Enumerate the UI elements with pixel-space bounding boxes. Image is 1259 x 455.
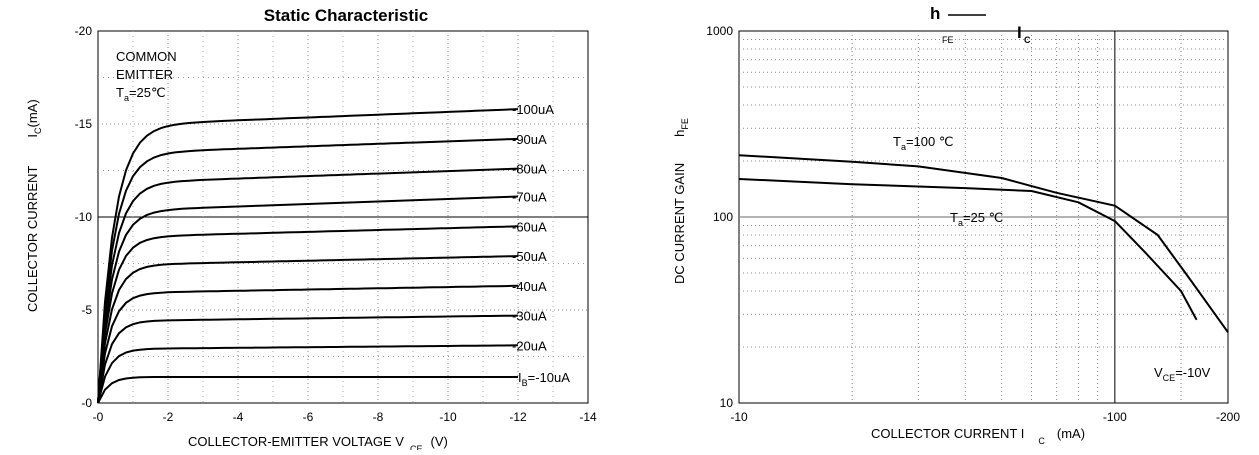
curve-label: -30uA	[512, 309, 547, 324]
annotation-line-1: COMMON	[116, 49, 177, 64]
ic-curve-100ua	[97, 108, 519, 404]
right-y-tick: 100	[713, 210, 733, 224]
static-characteristic-chart: Static Characteristic -0 -2 -4 -6 -8 -10 -12 -1…	[25, 6, 597, 454]
left-y-tick: -15	[75, 117, 93, 131]
right-x-axis-label: COLLECTOR CURRENT I C (mA)	[871, 426, 1085, 446]
curve-label: -80uA	[512, 162, 547, 177]
curve-label: -60uA	[512, 219, 547, 234]
curve-label: -100uA	[512, 102, 554, 117]
left-x-tick: -10	[439, 410, 457, 424]
left-grid	[98, 31, 588, 403]
ic-curve-20ua	[97, 344, 519, 404]
left-y-tick: -10	[75, 210, 93, 224]
curve-label: -50uA	[512, 249, 547, 264]
curve-label: -20uA	[512, 338, 547, 353]
left-chart-title: Static Characteristic	[264, 6, 428, 25]
ic-curve-70ua	[97, 195, 519, 404]
left-x-tick: -2	[163, 410, 174, 424]
right-x-tick: -100	[1103, 410, 1127, 424]
right-x-tick: -10	[730, 410, 748, 424]
right-title-hfe: h	[930, 4, 940, 23]
right-curves	[738, 154, 1229, 333]
label-ta-25: Ta=25 ℃	[950, 210, 1003, 228]
left-y-axis-label: COLLECTOR CURRENTIC(mA)	[25, 99, 43, 312]
curve-label: -90uA	[512, 132, 547, 147]
left-x-tick: -8	[373, 410, 384, 424]
left-x-tick: -6	[303, 410, 314, 424]
curve-label: -40uA	[512, 279, 547, 294]
left-y-tick: -0	[81, 396, 92, 410]
vce-condition: VCE=-10V	[1154, 365, 1211, 383]
right-y-tick: 10	[720, 396, 734, 410]
annotation-line-2: EMITTER	[116, 67, 173, 82]
right-ticks: -10 -100 -200 10 100 1000	[706, 24, 1240, 424]
curve-label: IB=-10uA	[518, 370, 570, 388]
right-x-tick: -200	[1216, 410, 1240, 424]
hfe-curve-ta-25c	[738, 178, 1198, 321]
left-x-axis-label: COLLECTOR-EMITTER VOLTAGE V CE (V)	[188, 434, 448, 450]
left-x-tick: -0	[93, 410, 104, 424]
annotation-temperature: Ta=25℃	[116, 85, 166, 103]
ic-curve-30ua	[97, 314, 519, 404]
right-grid	[739, 31, 1228, 403]
ic-curve-50ua	[97, 255, 519, 404]
label-ta-100: Ta=100 ℃	[893, 134, 953, 152]
left-x-tick: -4	[233, 410, 244, 424]
hfe-curve-ta-100c	[738, 154, 1229, 333]
left-x-tick: -12	[509, 410, 527, 424]
right-y-axis-label: DC CURRENT GAINhFE	[672, 118, 690, 284]
left-curves	[97, 108, 519, 404]
ic-curve-10ua	[97, 376, 518, 404]
left-series-labels: IB=-10uA -20uA -30uA -40uA -50uA -60uA -70uA -8…	[512, 102, 570, 388]
left-x-tick: -14	[579, 410, 597, 424]
ic-curve-90ua	[97, 137, 519, 404]
left-y-tick: -20	[75, 24, 93, 38]
curve-label: -70uA	[512, 190, 547, 205]
right-title-ic: I	[1017, 23, 1022, 42]
ic-curve-80ua	[97, 167, 519, 404]
right-y-tick: 1000	[706, 24, 733, 38]
left-y-tick: -5	[81, 303, 92, 317]
left-ticks: -0 -2 -4 -6 -8 -10 -12 -14 -0 -5 -10 -15 -20	[75, 24, 597, 424]
ic-curve-40ua	[97, 284, 519, 404]
ic-curve-60ua	[97, 225, 519, 404]
